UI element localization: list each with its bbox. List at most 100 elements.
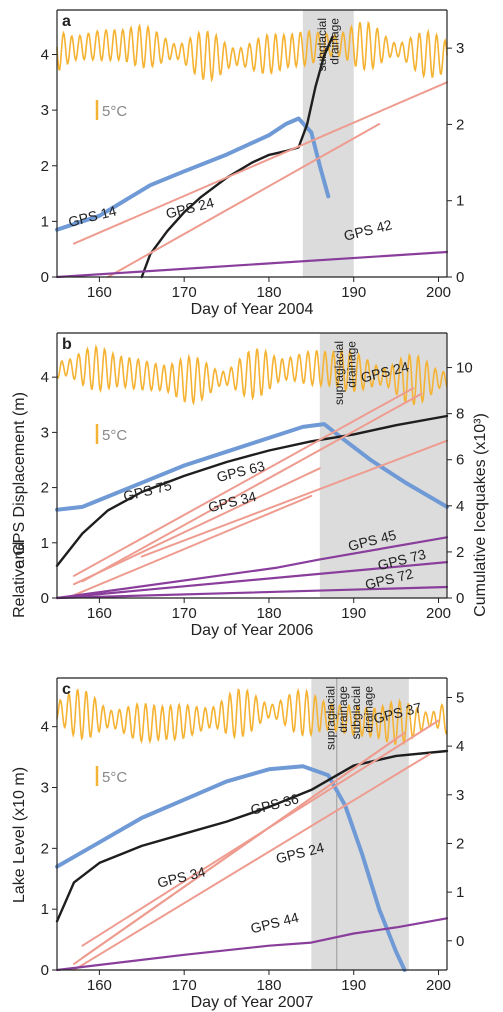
- series-gps_lower-5: [73, 737, 398, 965]
- x-tick-label: 160: [87, 977, 112, 994]
- series-label: GPS 63: [215, 458, 267, 485]
- x-tick-label: 200: [426, 284, 451, 301]
- y-left-tick-label: 2: [41, 158, 49, 175]
- y-right-tick-label: 2: [456, 544, 464, 561]
- panel-letter: c: [62, 681, 71, 698]
- y-left-tick-label: 0: [41, 269, 49, 286]
- drainage-label-word: drainage: [345, 341, 359, 388]
- x-tick-label: 190: [341, 284, 366, 301]
- x-tick-label: 170: [172, 605, 197, 622]
- series-label: GPS 34: [156, 863, 208, 890]
- y-right-tick-label: 5: [456, 689, 464, 706]
- left-axis-label-and: and: [11, 542, 28, 569]
- y-right-tick-label: 8: [456, 406, 464, 423]
- y-right-tick-label: 2: [456, 116, 464, 133]
- y-right-tick-label: 3: [456, 787, 464, 804]
- series-gps_lower-5: [73, 494, 313, 597]
- series-label: GPS 34: [206, 488, 258, 515]
- series-gps_lower-2: [73, 81, 448, 245]
- right-axis-label: Cumulative Icequakes (x10³): [472, 413, 489, 617]
- temperature-line: [56, 687, 448, 746]
- y-right-tick-label: 1: [456, 193, 464, 210]
- x-tick-label: 180: [256, 284, 281, 301]
- x-axis-label: Day of Year 2007: [191, 994, 314, 1011]
- series-label: GPS 44: [249, 909, 301, 936]
- x-axis-label: Day of Year 2004: [191, 301, 314, 318]
- drainage-label-word: subglacial: [315, 18, 329, 71]
- x-tick-label: 170: [172, 284, 197, 301]
- series-icequakes-1: [55, 414, 449, 567]
- y-left-tick-label: 0: [41, 590, 49, 607]
- x-tick-label: 180: [256, 977, 281, 994]
- y-left-tick-label: 2: [41, 840, 49, 857]
- x-tick-label: 200: [426, 977, 451, 994]
- y-left-tick-label: 4: [41, 369, 49, 386]
- series-lake-0: [55, 422, 449, 512]
- panel-letter: a: [62, 13, 71, 30]
- x-tick-label: 160: [87, 284, 112, 301]
- drainage-label: subglacialdrainage: [349, 686, 376, 740]
- series-gps_lower-4: [73, 467, 321, 586]
- x-axis-label: Day of Year 2006: [191, 622, 314, 639]
- y-left-tick-label: 4: [41, 47, 49, 64]
- y-right-tick-label: 0: [456, 933, 464, 950]
- series-gps_upper-9: [55, 585, 449, 600]
- temperature-line: [56, 343, 448, 406]
- series-gps_lower-3: [81, 392, 423, 583]
- drainage-label-word: supraglacial: [324, 686, 338, 750]
- series-icequakes-1: [140, 35, 334, 279]
- y-right-tick-label: 2: [456, 835, 464, 852]
- series-gps_upper-4: [55, 250, 449, 279]
- panel-c: 5°Csupraglacialdrainagesubglacialdrainag…: [41, 677, 464, 1011]
- y-right-tick-label: 10: [456, 360, 473, 377]
- series-lake-0: [55, 764, 407, 972]
- series-gps_lower-4: [73, 753, 431, 971]
- y-right-tick-label: 3: [456, 40, 464, 57]
- x-tick-label: 190: [341, 977, 366, 994]
- series-lake-0: [55, 116, 331, 232]
- panel-letter: b: [62, 336, 72, 353]
- left-axis-label-part-1: Relative GPS Displacement (m): [11, 392, 28, 618]
- y-right-tick-label: 1: [456, 884, 464, 901]
- x-tick-label: 190: [341, 605, 366, 622]
- drainage-label-word: drainage: [362, 686, 376, 733]
- x-tick-label: 170: [172, 977, 197, 994]
- x-tick-label: 160: [87, 605, 112, 622]
- series-gps_upper-7: [55, 536, 449, 600]
- series-gps_upper-6: [55, 917, 449, 972]
- y-left-tick-label: 3: [41, 780, 49, 797]
- y-left-tick-label: 3: [41, 424, 49, 441]
- y-left-tick-label: 3: [41, 102, 49, 119]
- y-left-tick-label: 4: [41, 719, 49, 736]
- y-right-tick-label: 4: [456, 738, 464, 755]
- drainage-label-word: subglacial: [349, 686, 363, 739]
- drainage-label-word: supraglacial: [332, 341, 346, 405]
- drainage-label-word: drainage: [328, 18, 342, 65]
- series-label: GPS 24: [164, 194, 216, 221]
- y-right-tick-label: 0: [456, 590, 464, 607]
- temperature-scale-label: 5°C: [102, 427, 127, 444]
- y-right-tick-label: 4: [456, 498, 464, 515]
- left-axis-label-lake: Lake Level (x10 m): [11, 767, 28, 903]
- y-left-tick-label: 1: [41, 535, 49, 552]
- temperature-scale-label: 5°C: [102, 769, 127, 786]
- y-left-tick-label: 2: [41, 480, 49, 497]
- temperature-line: [56, 20, 448, 83]
- drainage-label: supraglacialdrainage: [332, 341, 359, 405]
- x-tick-label: 200: [426, 605, 451, 622]
- drainage-label-word: drainage: [336, 686, 350, 733]
- series-gps_upper-8: [55, 561, 449, 600]
- series-label: GPS 14: [67, 202, 119, 229]
- y-left-tick-label: 1: [41, 213, 49, 230]
- x-tick-label: 180: [256, 605, 281, 622]
- series-gps_lower-3: [106, 123, 381, 278]
- drainage-label: supraglacialdrainage: [324, 686, 351, 750]
- series-icequakes-1: [55, 749, 449, 923]
- series-gps_lower-2: [73, 387, 415, 577]
- y-right-tick-label: 0: [456, 269, 464, 286]
- temperature-scale-label: 5°C: [102, 103, 127, 120]
- drainage-label: subglacialdrainage: [315, 18, 342, 72]
